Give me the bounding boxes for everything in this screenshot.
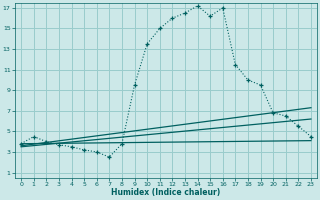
X-axis label: Humidex (Indice chaleur): Humidex (Indice chaleur) <box>111 188 221 197</box>
